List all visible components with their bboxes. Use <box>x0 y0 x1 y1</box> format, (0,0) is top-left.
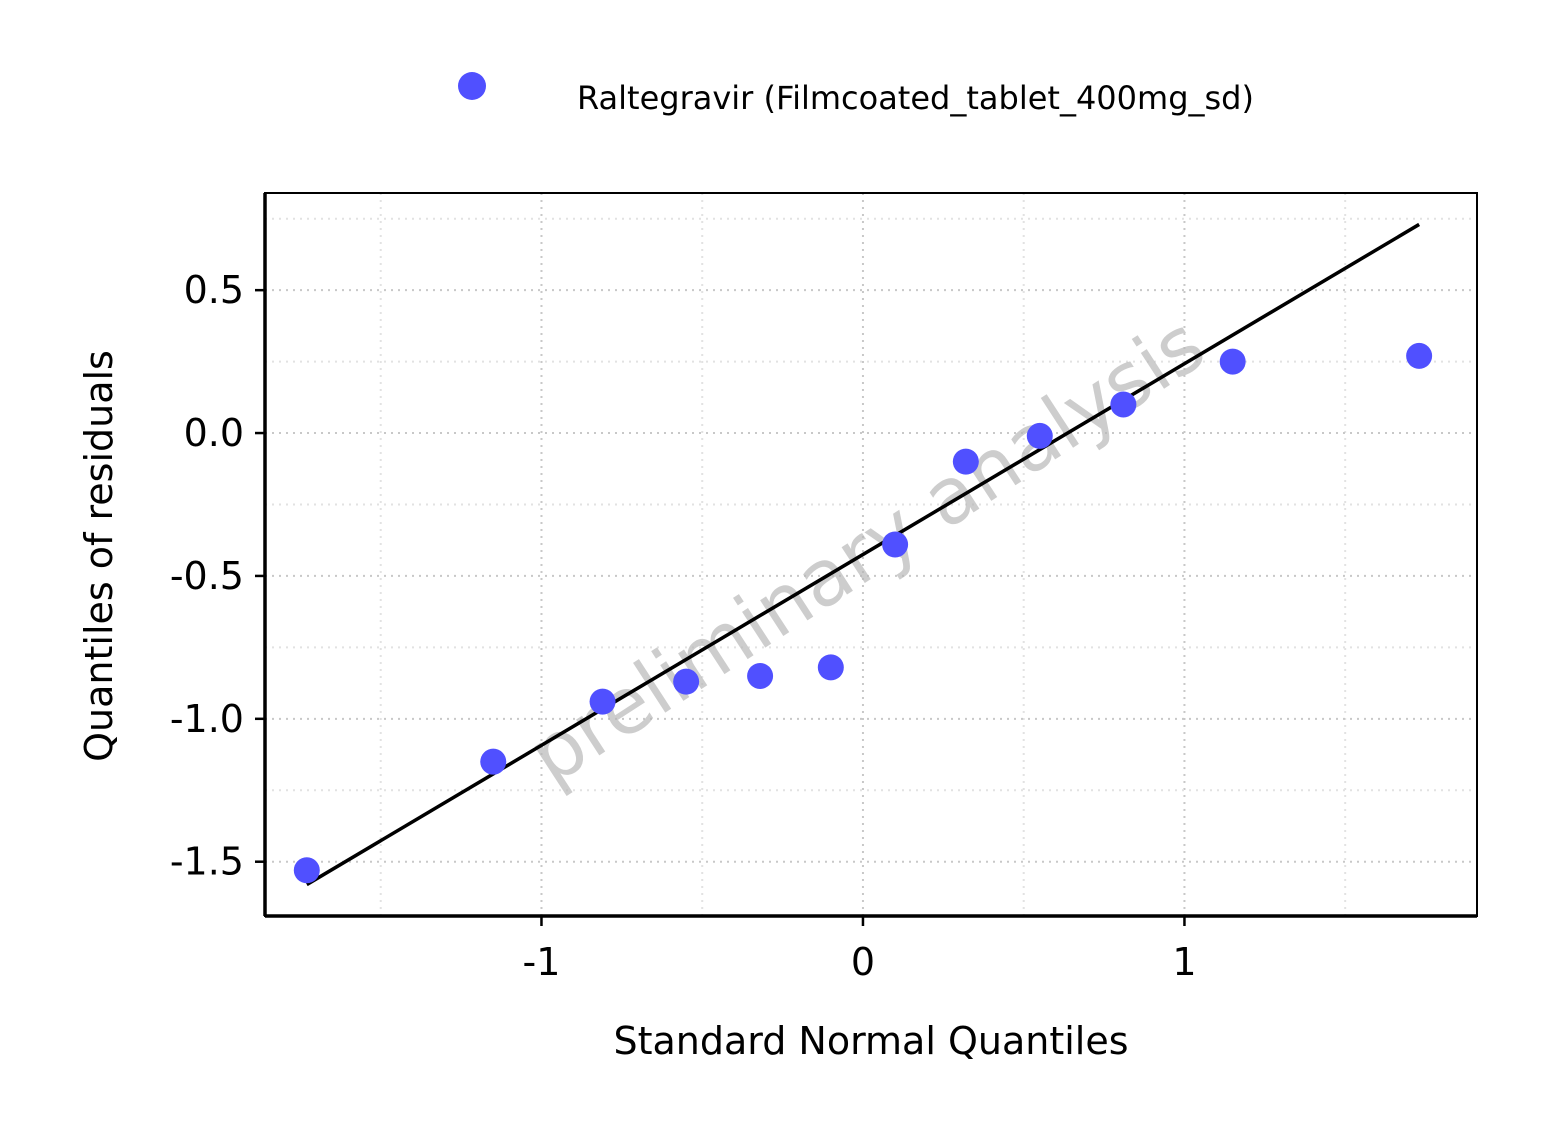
data-point <box>817 654 844 681</box>
x-axis-title: Standard Normal Quantiles <box>613 1019 1128 1063</box>
x-tick-label: 1 <box>1172 940 1196 984</box>
x-tick-label: -1 <box>523 940 561 984</box>
reference-line-layer <box>305 222 1421 887</box>
data-points <box>293 342 1433 884</box>
data-point <box>747 662 774 689</box>
data-point <box>882 531 909 558</box>
data-point <box>1406 342 1433 369</box>
legend-marker <box>458 72 486 100</box>
axes: -1 0 1 -1.5 -1.0 -0.5 0.0 0.5 <box>170 192 1478 984</box>
data-point <box>1026 422 1053 449</box>
y-tick-label: 0.0 <box>184 411 244 455</box>
data-point <box>589 688 616 715</box>
y-tick-label: -1.5 <box>170 840 244 884</box>
data-point <box>480 748 507 775</box>
y-axis-title: Quantiles of residuals <box>77 350 121 762</box>
gridlines <box>265 193 1477 916</box>
data-point <box>1110 391 1137 418</box>
y-tick-label: 0.5 <box>184 268 244 312</box>
x-tick-label: 0 <box>851 940 875 984</box>
data-point <box>293 857 320 884</box>
legend: Raltegravir (Filmcoated_tablet_400mg_sd) <box>458 72 1254 117</box>
y-tick-label: -0.5 <box>170 554 244 598</box>
data-point <box>1219 348 1246 375</box>
data-point <box>673 668 700 695</box>
reference-line <box>305 222 1421 887</box>
data-point <box>952 448 979 475</box>
y-tick-label: -1.0 <box>170 697 244 741</box>
legend-label: Raltegravir (Filmcoated_tablet_400mg_sd) <box>577 79 1254 117</box>
